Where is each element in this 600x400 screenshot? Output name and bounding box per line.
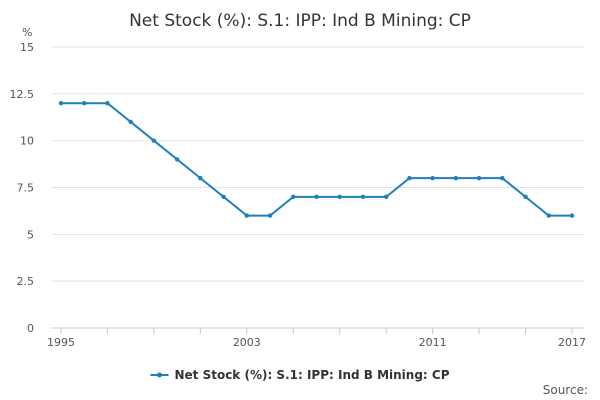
y-tick-label: 15 <box>20 41 34 54</box>
data-point[interactable] <box>221 194 226 200</box>
data-point[interactable] <box>244 213 250 218</box>
data-point[interactable] <box>546 213 551 218</box>
data-point[interactable] <box>105 101 110 106</box>
x-tick-label: 2017 <box>558 336 586 349</box>
x-tick-label: 1995 <box>47 336 75 349</box>
data-point[interactable] <box>360 194 366 200</box>
data-point[interactable] <box>291 194 296 200</box>
data-point[interactable] <box>337 194 342 200</box>
grid-lines <box>51 46 584 282</box>
data-point[interactable] <box>314 194 319 200</box>
data-point[interactable] <box>383 194 389 200</box>
data-point[interactable] <box>500 175 505 181</box>
y-tick-label: 5 <box>27 228 34 241</box>
chart-title: Net Stock (%): S.1: IPP: Ind B Mining: C… <box>129 11 471 31</box>
data-point[interactable] <box>58 101 64 106</box>
data-point[interactable] <box>453 175 459 181</box>
y-tick-label: 10 <box>20 135 34 148</box>
y-axis-tick-labels: 0 2.5 5 7.5 10 12.5 15 <box>10 41 35 335</box>
y-tick-label: 7.5 <box>17 182 35 195</box>
data-point[interactable] <box>151 138 157 143</box>
y-tick-label: 0 <box>27 322 34 335</box>
data-point[interactable] <box>523 194 528 200</box>
data-point[interactable] <box>174 157 180 162</box>
data-point[interactable] <box>476 175 482 181</box>
data-point[interactable] <box>430 175 435 181</box>
legend-marker <box>156 372 162 378</box>
data-point[interactable] <box>198 175 203 181</box>
y-tick-label: 12.5 <box>10 88 35 101</box>
data-point[interactable] <box>267 213 273 218</box>
x-tick-label: 2003 <box>233 336 261 349</box>
source-label: Source: <box>543 383 588 397</box>
data-point[interactable] <box>128 119 133 125</box>
y-tick-label: 2.5 <box>17 275 35 288</box>
legend-label: Net Stock (%): S.1: IPP: Ind B Mining: C… <box>174 368 449 382</box>
series-group <box>58 101 575 218</box>
legend[interactable]: Net Stock (%): S.1: IPP: Ind B Mining: C… <box>150 368 450 382</box>
y-axis-unit-label: % <box>22 26 32 39</box>
data-point[interactable] <box>407 175 412 181</box>
x-axis-ticks: 1995 2003 2011 2017 <box>47 328 586 349</box>
data-point[interactable] <box>82 101 87 106</box>
x-tick-label: 2011 <box>419 336 447 349</box>
data-point[interactable] <box>569 213 575 218</box>
